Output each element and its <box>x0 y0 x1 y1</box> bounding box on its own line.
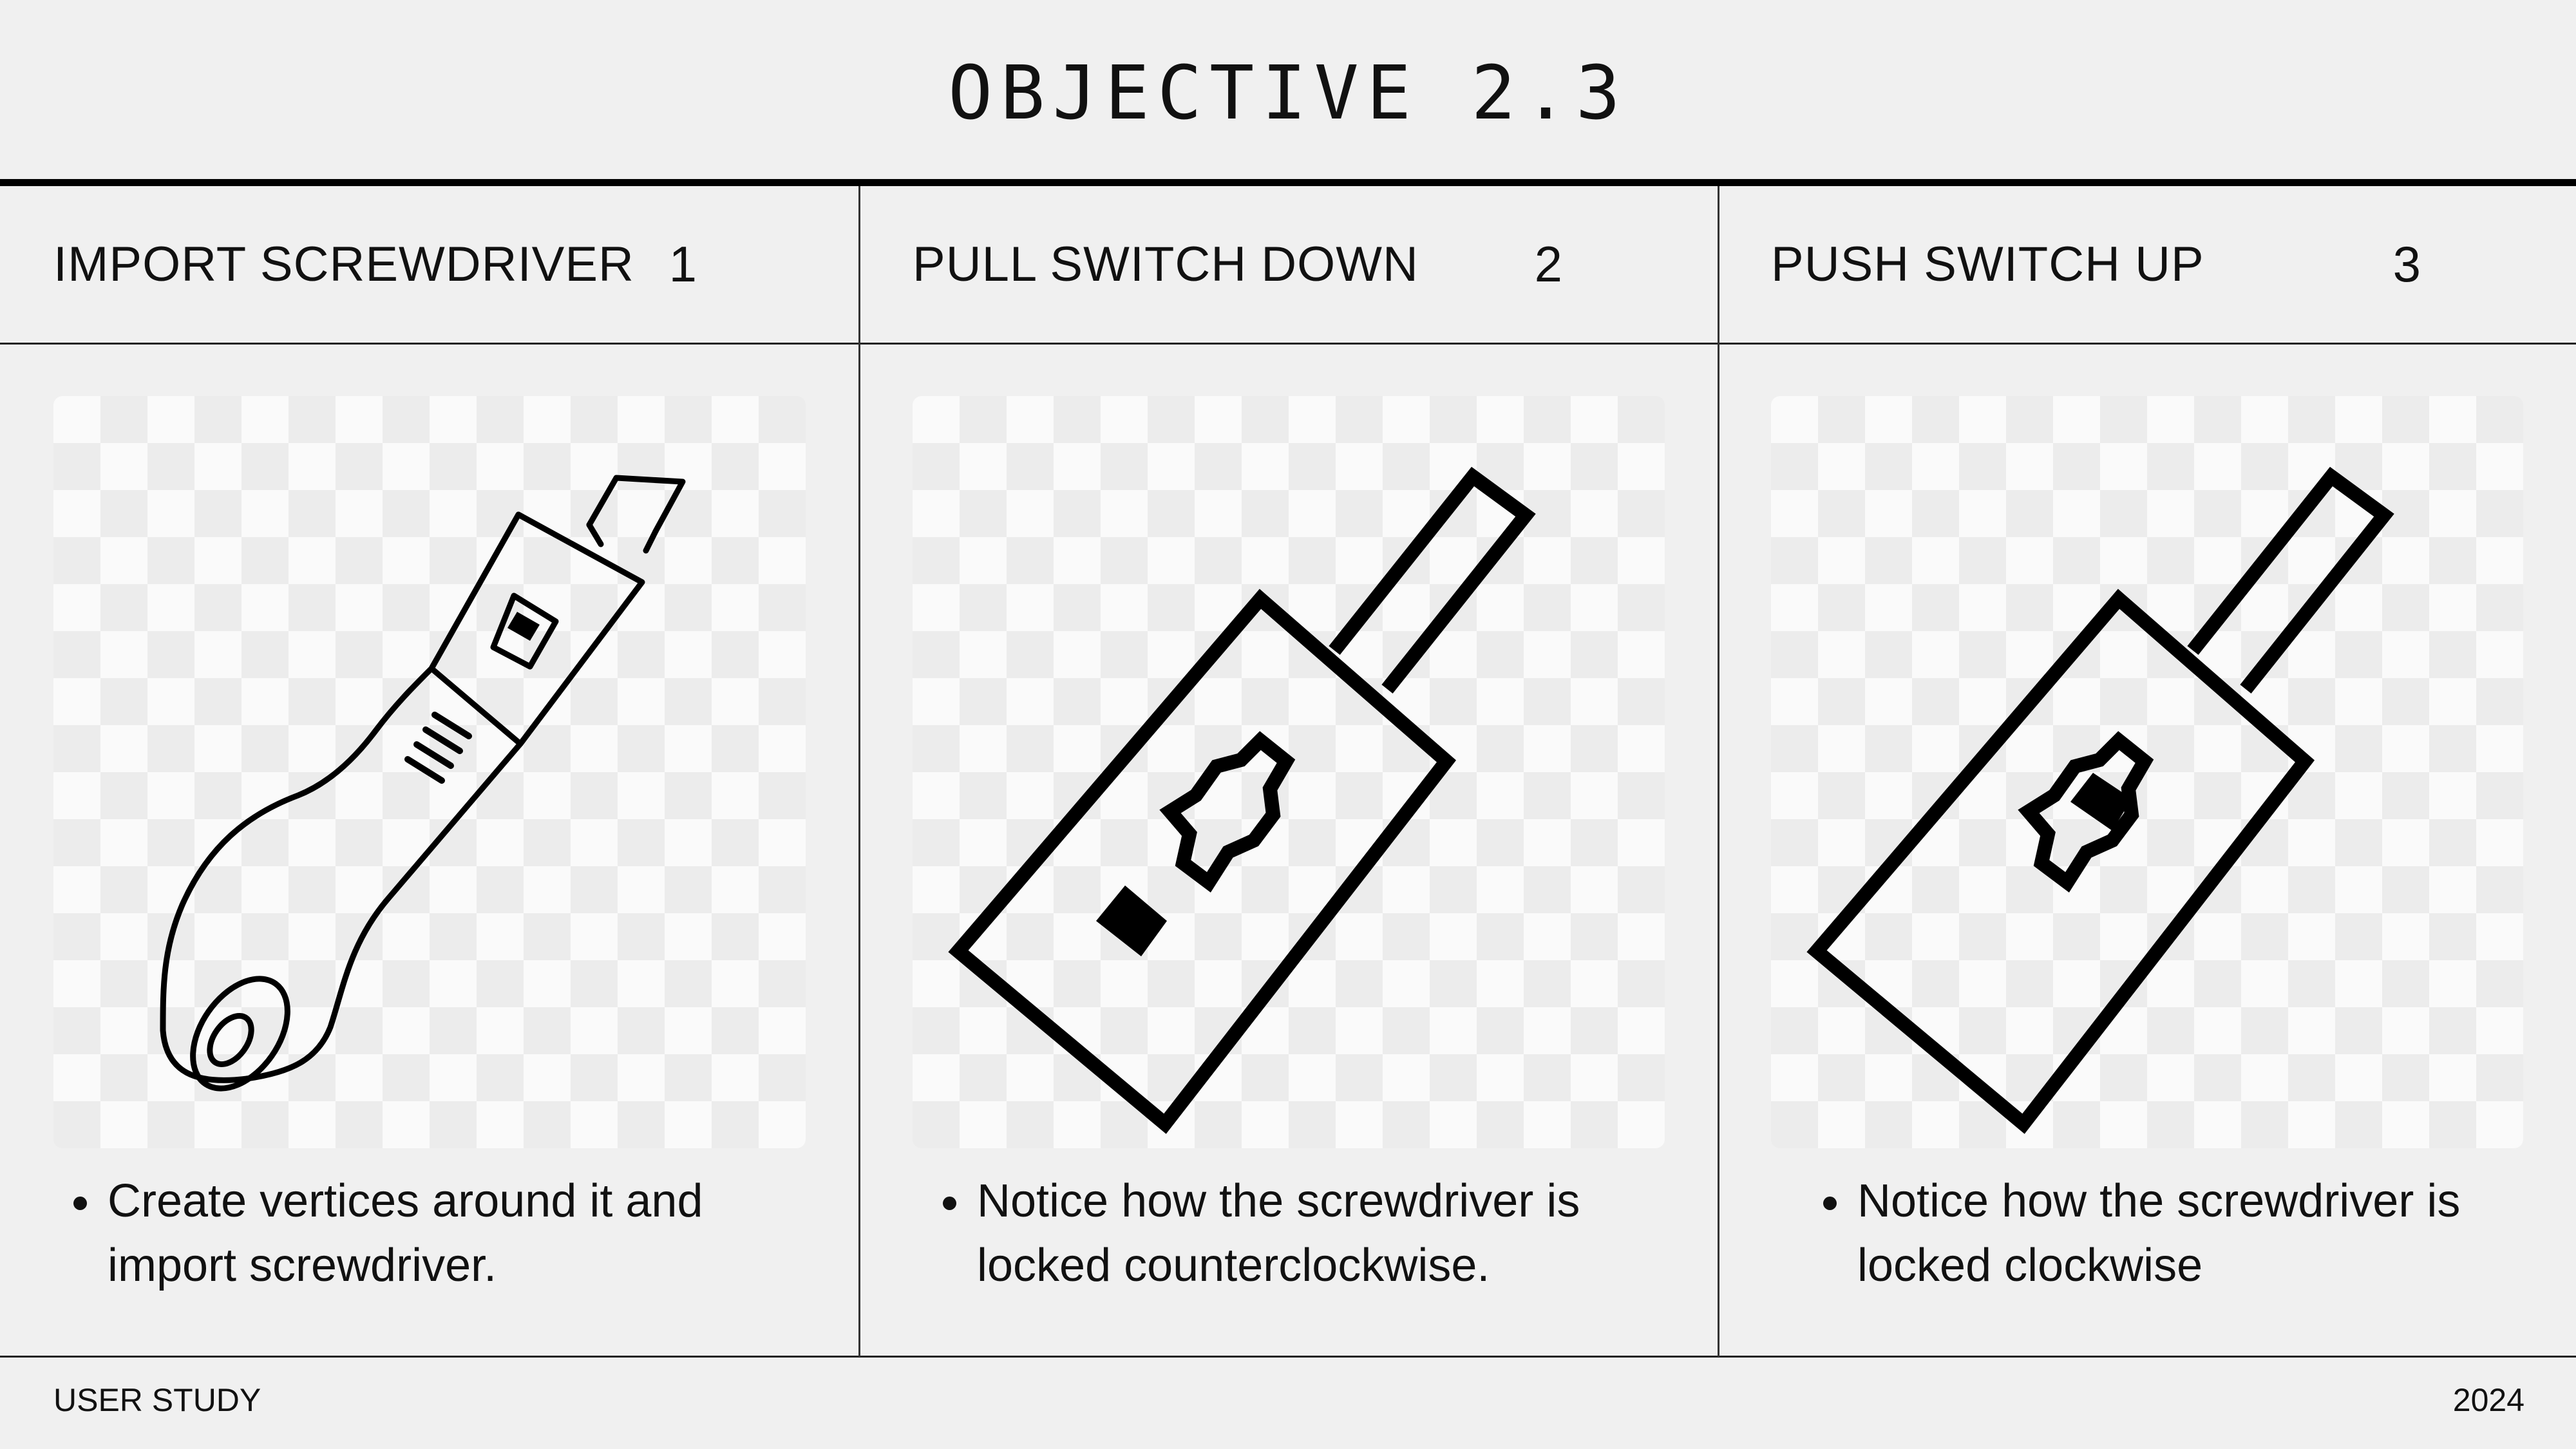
step-header-3: PUSH SWITCH UP 3 <box>1771 186 2421 343</box>
footer-divider <box>0 1356 2576 1358</box>
column-divider-1 <box>858 186 860 1357</box>
page-title: OBJECTIVE 2.3 <box>947 50 1629 137</box>
step-header-2: PULL SWITCH DOWN 2 <box>913 186 1563 343</box>
illustration-panel-1 <box>53 396 806 1148</box>
step-note-2-text: Notice how the screwdriver is locked cou… <box>974 1169 1631 1298</box>
footer-label: USER STUDY <box>53 1382 261 1418</box>
step-label-1: IMPORT SCREWDRIVER <box>53 237 634 292</box>
header-divider <box>0 343 2576 345</box>
illustration-panel-2 <box>913 396 1665 1148</box>
title-divider <box>0 179 2576 186</box>
step-label-3: PUSH SWITCH UP <box>1771 237 2204 292</box>
footer-year: 2024 <box>2452 1382 2524 1418</box>
step-note-3-text: Notice how the screwdriver is locked clo… <box>1855 1169 2512 1298</box>
step-number-3: 3 <box>2392 236 2421 292</box>
step-header-1: IMPORT SCREWDRIVER 1 <box>53 186 697 343</box>
ratchet-switch-down-icon <box>948 466 1536 1134</box>
ratchet-switch-up-icon <box>1806 466 2394 1134</box>
step-number-2: 2 <box>1534 236 1563 292</box>
column-divider-2 <box>1718 186 1719 1357</box>
step-number-1: 1 <box>668 236 697 292</box>
screwdriver-icon <box>160 475 686 1092</box>
illustration-panel-3 <box>1771 396 2523 1148</box>
step-note-1: Create vertices around it and import scr… <box>53 1169 762 1298</box>
step-note-2: Notice how the screwdriver is locked cou… <box>923 1169 1631 1298</box>
step-note-3: Notice how the screwdriver is locked clo… <box>1803 1169 2512 1298</box>
step-label-2: PULL SWITCH DOWN <box>913 237 1419 292</box>
step-note-1-text: Create vertices around it and import scr… <box>105 1169 762 1298</box>
